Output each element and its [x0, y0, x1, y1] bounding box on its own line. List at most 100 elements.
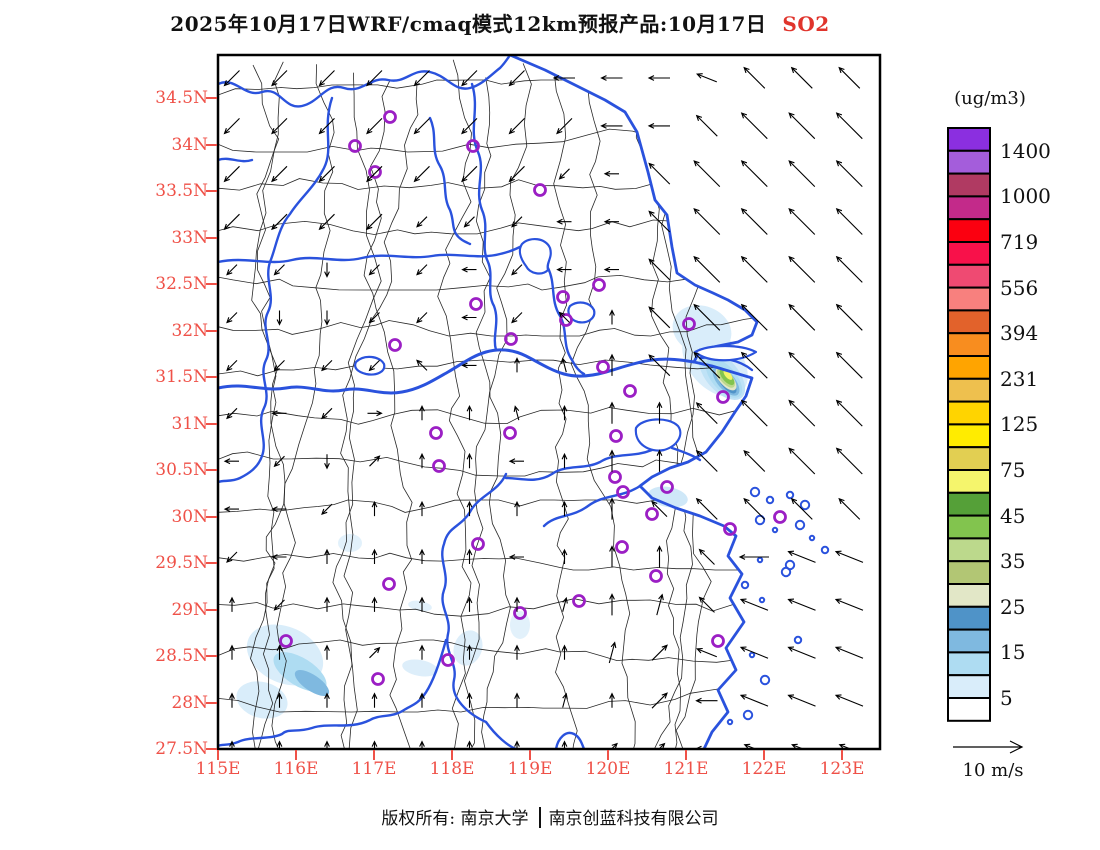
colorbar-step [947, 560, 991, 586]
wind-arrow-icon [466, 452, 473, 469]
wind-arrow-icon [739, 646, 769, 659]
boundary-path [504, 448, 654, 481]
wind-arrow-icon [321, 407, 333, 420]
wind-arrow-icon [276, 692, 283, 708]
colorbar-tick-label: 1400 [1000, 138, 1051, 163]
wind-arrow-icon [609, 545, 615, 568]
colorbar-step [947, 309, 991, 335]
wind-arrow-icon [461, 165, 478, 183]
colorbar-units-label: (ug/m3) [954, 88, 1026, 109]
island [799, 499, 811, 511]
wind-arrow-icon [788, 447, 816, 475]
wind-arrow-icon [271, 165, 288, 183]
colorbar-step [947, 469, 991, 494]
lat-tick-mark [206, 562, 217, 564]
city-marker-icon [432, 459, 446, 473]
wind-arrow-icon [603, 266, 619, 273]
city-marker-icon [559, 313, 573, 327]
wind-arrow-icon [561, 357, 567, 373]
wind-arrow-icon [693, 351, 721, 379]
wind-arrow-icon [461, 362, 477, 369]
wind-arrow-icon [835, 399, 863, 427]
boundary-path [470, 82, 498, 352]
wind-arrow-icon [513, 405, 520, 421]
city-marker-icon [773, 510, 787, 524]
so2-patch [338, 534, 362, 552]
wind-arrow-icon [371, 548, 378, 564]
city-marker-icon [466, 139, 480, 153]
colorbar-step [947, 195, 991, 221]
wind-arrow-icon [511, 264, 523, 276]
wind-arrow-icon [366, 213, 383, 231]
wind-arrow-icon [698, 548, 715, 565]
wind-arrow-icon [226, 360, 238, 372]
city-marker-icon [645, 507, 659, 521]
city-marker-icon [660, 480, 674, 494]
wind-arrow-icon [514, 357, 520, 373]
city-marker-icon [623, 384, 637, 398]
wind-arrow-icon [740, 399, 768, 427]
city-marker-icon [682, 317, 696, 331]
wind-arrow-icon [834, 646, 864, 659]
wind-arrow-icon [608, 641, 617, 664]
wind-arrow-icon [838, 66, 861, 89]
wind-arrow-icon [835, 112, 863, 140]
city-marker-icon [471, 537, 485, 551]
lat-tick-label: 30.5N [155, 460, 208, 480]
city-marker-icon [711, 634, 725, 648]
wind-arrow-icon [787, 598, 816, 611]
city-marker-icon [513, 606, 527, 620]
lat-tick-label: 31.5N [155, 367, 208, 387]
wind-arrow-icon [648, 306, 671, 329]
wind-arrow-icon [321, 360, 333, 372]
province-boundaries-layer [218, 55, 830, 749]
lon-tick-label: 122E [741, 759, 787, 779]
wind-arrow-icon [788, 112, 816, 140]
boundary-path [428, 116, 472, 246]
wind-arrow-icon [651, 692, 668, 709]
lon-tick-mark [763, 750, 765, 760]
colorbar-step [947, 377, 991, 403]
wind-arrow-icon [648, 258, 671, 281]
city-marker-icon [429, 426, 443, 440]
wind-arrow-icon [273, 264, 285, 276]
wind-arrow-icon [413, 118, 430, 135]
wind-arrow-icon [790, 66, 813, 89]
wind-arrow-icon [693, 303, 721, 331]
lat-tick-label: 30N [171, 506, 208, 527]
island [749, 486, 761, 498]
wind-arrow-icon [416, 359, 428, 371]
colorbar-tick-label: 25 [1000, 594, 1026, 619]
wind-arrow-icon [226, 407, 238, 420]
wind-arrow-icon [419, 644, 425, 660]
wind-arrow-icon [561, 644, 568, 660]
wind-arrow-icon [600, 123, 623, 129]
colorbar-step [947, 697, 991, 722]
coastline [508, 55, 759, 749]
colorbar-step [947, 241, 991, 266]
boundary-path [670, 446, 702, 462]
wind-arrow-icon [788, 255, 816, 283]
lon-tick-label: 117E [351, 759, 397, 779]
wind-arrow-icon [321, 503, 333, 515]
colorbar-step [947, 628, 991, 654]
colorbar-step [947, 674, 991, 700]
wind-arrow-icon [739, 598, 769, 611]
wind-arrow-icon [416, 312, 428, 324]
wind-arrow-icon [371, 692, 378, 708]
wind-arrow-icon [514, 500, 520, 517]
wind-arrow-icon [514, 692, 520, 708]
wind-arrow-icon [419, 692, 425, 708]
colorbar-step [947, 286, 991, 312]
copyright-text: 版权所有: 南京大学 南京创蓝科技有限公司 [0, 804, 1100, 829]
boundary-path [218, 244, 524, 264]
wind-arrow-icon [416, 216, 428, 228]
wind-arrow-icon [371, 596, 378, 612]
city-marker-icon [383, 110, 397, 124]
wind-arrow-icon [276, 644, 283, 660]
wind-scale-label: 10 m/s [962, 760, 1024, 781]
wind-arrow-icon [368, 264, 380, 276]
wind-arrow-icon [508, 458, 524, 465]
wind-arrow-icon [698, 596, 715, 613]
boundary-path [218, 157, 254, 163]
